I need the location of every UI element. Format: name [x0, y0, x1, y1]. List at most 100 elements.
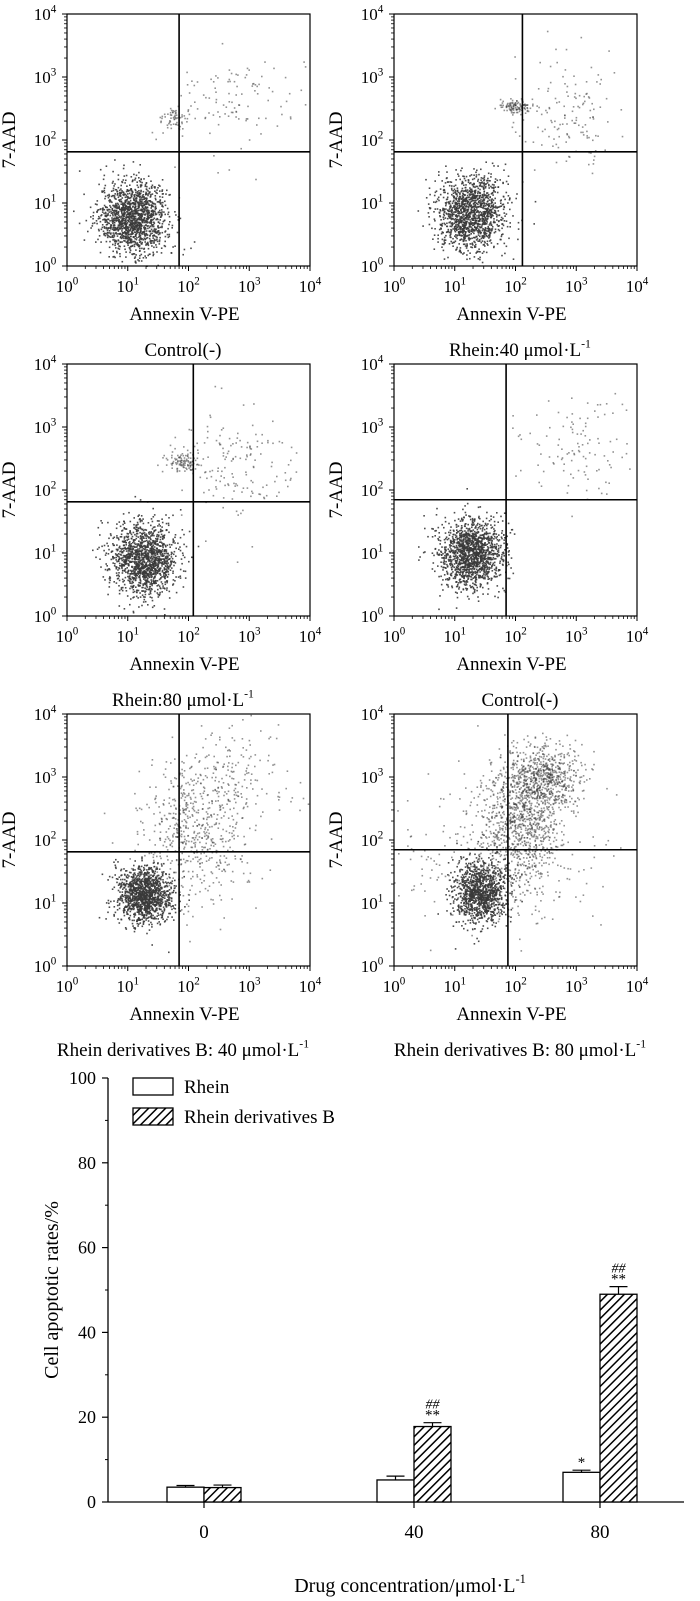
data-point [182, 466, 185, 469]
data-point [182, 586, 185, 588]
data-point [112, 219, 114, 221]
data-point [149, 562, 151, 565]
data-point [111, 209, 114, 211]
data-point [463, 190, 466, 192]
data-point [145, 219, 148, 222]
data-point [112, 170, 114, 173]
data-point [445, 203, 447, 205]
data-point [139, 236, 142, 239]
data-point [480, 231, 482, 234]
data-point [166, 569, 168, 572]
data-point [118, 592, 121, 595]
data-point [114, 562, 116, 565]
data-point [228, 78, 231, 81]
data-point [126, 230, 129, 232]
data-point [142, 219, 145, 222]
data-point [152, 548, 154, 551]
data-point [469, 198, 472, 201]
data-point [164, 583, 167, 586]
data-point [137, 570, 139, 573]
data-point [230, 111, 233, 114]
data-point [447, 215, 450, 218]
data-point [96, 209, 99, 212]
data-point [162, 132, 164, 134]
data-point [174, 447, 176, 450]
data-point [110, 210, 112, 213]
data-point [461, 201, 463, 203]
data-point [170, 252, 173, 254]
data-point [458, 221, 461, 223]
data-point [141, 247, 143, 250]
data-point [191, 80, 193, 82]
data-point [140, 538, 143, 540]
data-point [144, 533, 146, 536]
data-point [445, 234, 447, 237]
data-point [161, 521, 164, 524]
data-point [141, 520, 143, 522]
data-point [153, 217, 156, 220]
data-point [119, 222, 122, 225]
data-point [161, 226, 163, 229]
data-point [159, 545, 162, 547]
data-point [153, 573, 155, 575]
data-point [119, 191, 121, 194]
data-point [134, 567, 136, 569]
data-point [123, 219, 125, 222]
data-point [128, 192, 131, 195]
data-point [138, 204, 140, 207]
data-point [474, 217, 477, 219]
data-point [494, 181, 497, 183]
data-point [442, 249, 445, 252]
data-point [496, 219, 498, 221]
data-point [130, 598, 132, 600]
data-point [109, 577, 112, 579]
data-point [133, 517, 135, 519]
data-point [256, 124, 258, 126]
data-point [153, 228, 156, 230]
data-point [180, 454, 182, 456]
data-point [108, 199, 110, 202]
data-point [447, 192, 449, 195]
data-point [144, 528, 146, 531]
data-point [167, 558, 170, 561]
data-point [135, 199, 138, 202]
data-point [490, 213, 492, 216]
data-point [212, 81, 215, 83]
data-point [459, 178, 461, 181]
data-point [464, 214, 466, 217]
data-point [465, 175, 468, 178]
data-point [120, 192, 122, 194]
data-point [125, 544, 127, 546]
data-point [466, 208, 469, 211]
data-point [482, 211, 485, 213]
data-point [170, 556, 173, 558]
data-point [138, 553, 141, 555]
data-point [158, 520, 160, 522]
data-point [511, 102, 514, 105]
data-point [494, 230, 497, 233]
data-point [110, 551, 113, 553]
data-point [184, 464, 186, 466]
data-point [443, 208, 446, 211]
data-point [139, 209, 141, 211]
data-point [181, 114, 183, 116]
data-point [150, 579, 152, 581]
data-point [140, 556, 143, 558]
data-point [123, 205, 125, 207]
data-point [506, 225, 509, 228]
data-point [117, 203, 120, 206]
data-point [136, 221, 139, 223]
data-point [179, 549, 182, 552]
data-point [115, 240, 118, 243]
data-point [175, 458, 178, 460]
data-point [105, 563, 107, 565]
x-tick-label: 100 [56, 275, 79, 296]
data-point [142, 537, 144, 539]
data-point [158, 240, 161, 243]
data-point [163, 454, 165, 457]
data-point [136, 210, 139, 212]
data-point [135, 227, 138, 229]
data-point [166, 124, 169, 126]
data-point [592, 118, 595, 120]
data-point [446, 181, 449, 183]
